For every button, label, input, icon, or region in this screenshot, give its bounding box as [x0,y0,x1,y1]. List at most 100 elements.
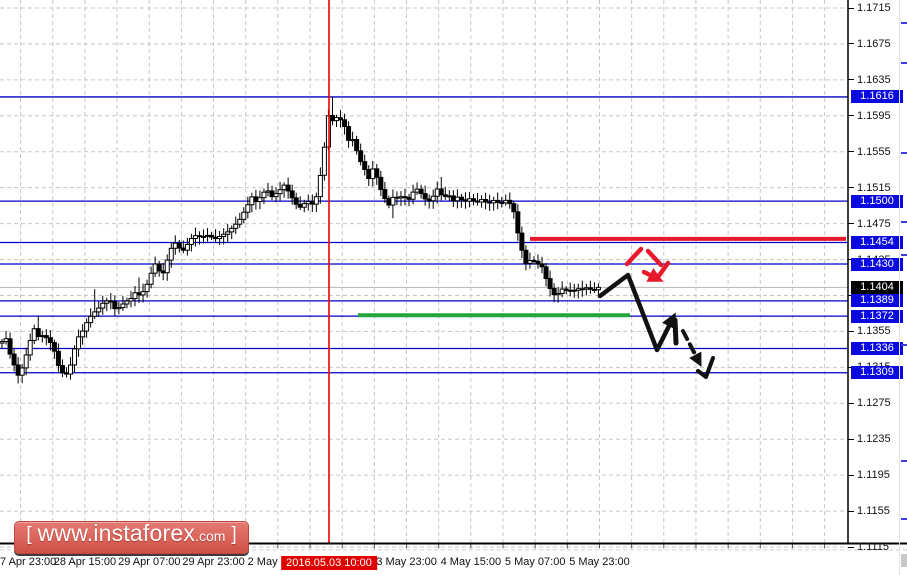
candle-body [301,203,307,208]
adjacent-window-line-fragment [901,62,907,64]
candle-body [19,367,25,376]
candle-body [507,199,513,205]
price-axis-label: 1.1355 [857,325,891,338]
candle-body [591,288,597,291]
time-axis-label: 29 Apr 23:00 [182,556,245,568]
candle-body [120,303,126,309]
candle-body [422,193,428,200]
price-axis-label: 1.1595 [857,109,891,122]
candle-body [446,195,452,198]
candle-body [237,218,243,225]
watermark-bracket-left: [ [26,524,32,545]
price-axis-label: 1.1675 [857,37,891,50]
candle-body [342,119,348,128]
price-axis-tick [848,115,854,117]
candle-body [285,184,291,192]
candle-body [281,184,287,191]
candle-body [309,201,315,205]
red-forecast-stroke[interactable] [641,268,664,282]
candle-body [313,196,319,205]
candle-body [43,335,49,339]
candle-body [483,199,489,203]
candle-body [100,302,106,309]
price-axis-label: 1.1715 [857,2,891,14]
candle-body [221,233,227,237]
price-axis-label: 1.1275 [857,397,891,410]
price-axis-label: 1.1475 [857,217,891,230]
candle-body [136,292,142,296]
candle-body [438,188,444,196]
red-forecast-stroke[interactable] [624,246,644,267]
price-axis-tick [848,223,854,225]
time-axis-label: 28 Apr 15:00 [53,556,117,568]
black-forecast-arrow[interactable] [597,272,676,353]
candle-body [196,235,202,238]
candle-body [575,288,581,291]
candle-body [499,201,505,204]
candle-body [11,353,17,366]
candle-body [241,211,247,220]
price-axis-tick [848,330,854,332]
level-price-badge[interactable]: 1.1309 [851,366,903,380]
candle-body [245,204,251,213]
candle-body [27,340,33,356]
candle-body [132,292,138,300]
candle-body [0,341,5,344]
candle-body [519,232,525,251]
watermark-text: www.instaforex [37,520,196,546]
vline-date-badge: 2016.05.03 10:00 [281,556,377,570]
time-axis-label: 5 May 23:00 [569,556,630,568]
candle-body [213,236,219,240]
candle-body [23,354,29,369]
candle-body [378,176,384,191]
adjacent-window-corner [901,554,907,567]
candle-body [551,288,557,296]
level-price-badge[interactable]: 1.1336 [851,341,903,355]
candle-body [571,289,577,292]
candle-body [205,234,211,237]
watermark-suffix: .com [195,528,226,544]
level-price-badge[interactable]: 1.1500 [851,194,903,208]
candle-body [354,139,360,152]
red-forecast-stroke[interactable] [645,248,664,268]
candle-body [15,364,21,376]
black-dashed-arrow[interactable] [681,329,702,367]
candle-body [434,188,440,197]
candle-body [35,328,41,337]
instaforex-watermark[interactable]: [ www.instaforex .com ] [14,520,249,554]
level-price-badge[interactable]: 1.1372 [851,309,903,323]
level-price-badge[interactable]: 1.1454 [851,235,903,249]
candle-body [108,300,114,303]
candle-body [124,300,130,305]
candle-body [583,287,589,290]
red-forecast-stroke[interactable] [655,260,671,280]
candle-body [88,315,94,324]
candle-body [430,195,436,202]
level-price-badge[interactable]: 1.1389 [851,294,903,308]
candle-body [172,242,178,249]
black-hook-stroke[interactable] [696,356,715,379]
candle-body [402,196,408,199]
candle-body [587,287,593,290]
black-arrow-tail[interactable] [672,317,679,346]
candle-body [217,236,223,240]
candle-body [233,223,239,229]
candle-body [394,196,400,199]
candle-body [253,196,259,203]
price-axis-tick [848,438,854,440]
candle-body [418,188,424,195]
candle-body [398,196,404,199]
level-price-badge[interactable]: 1.1430 [851,257,903,271]
candle-body [68,364,74,375]
candle-body [503,199,509,204]
candle-body [80,330,86,338]
candle-body [297,203,303,208]
candle-body [192,235,198,239]
candle-body [406,196,412,200]
level-price-badge[interactable]: 1.1616 [851,90,903,104]
candle-body [112,300,118,310]
price-axis-label: 1.1555 [857,145,891,158]
candle-body [454,196,460,202]
candle-body [333,117,339,122]
